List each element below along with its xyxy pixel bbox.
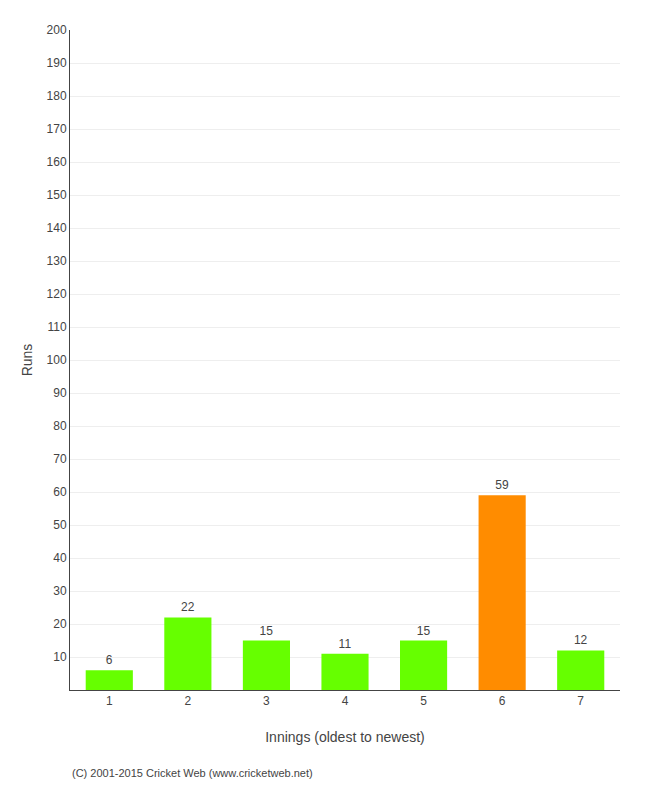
svg-text:160: 160 xyxy=(47,155,67,169)
svg-text:190: 190 xyxy=(47,56,67,70)
svg-text:170: 170 xyxy=(47,122,67,136)
svg-text:59: 59 xyxy=(495,478,509,492)
svg-text:80: 80 xyxy=(53,419,67,433)
svg-text:15: 15 xyxy=(417,624,431,638)
svg-text:6: 6 xyxy=(499,694,506,708)
svg-text:5: 5 xyxy=(420,694,427,708)
svg-text:11: 11 xyxy=(339,637,352,651)
svg-text:130: 130 xyxy=(47,254,67,268)
svg-text:100: 100 xyxy=(47,353,67,367)
svg-text:90: 90 xyxy=(53,386,67,400)
svg-text:10: 10 xyxy=(53,650,67,664)
svg-text:4: 4 xyxy=(342,694,349,708)
svg-text:60: 60 xyxy=(53,485,67,499)
svg-text:50: 50 xyxy=(53,518,67,532)
svg-text:3: 3 xyxy=(263,694,270,708)
svg-text:200: 200 xyxy=(47,23,67,37)
svg-text:6: 6 xyxy=(106,653,113,667)
svg-text:1: 1 xyxy=(106,694,113,708)
svg-text:180: 180 xyxy=(47,89,67,103)
svg-text:2: 2 xyxy=(185,694,192,708)
svg-text:40: 40 xyxy=(53,551,67,565)
svg-text:70: 70 xyxy=(53,452,67,466)
svg-text:12: 12 xyxy=(574,633,588,647)
svg-text:Runs: Runs xyxy=(19,344,35,377)
svg-text:Innings (oldest to newest): Innings (oldest to newest) xyxy=(265,729,425,745)
svg-text:15: 15 xyxy=(260,624,274,638)
svg-text:7: 7 xyxy=(577,694,584,708)
svg-text:(C) 2001-2015 Cricket Web (www: (C) 2001-2015 Cricket Web (www.cricketwe… xyxy=(72,767,313,779)
svg-text:30: 30 xyxy=(53,584,67,598)
svg-text:120: 120 xyxy=(47,287,67,301)
svg-text:22: 22 xyxy=(181,600,195,614)
svg-text:20: 20 xyxy=(53,617,67,631)
svg-text:110: 110 xyxy=(47,320,66,334)
svg-text:140: 140 xyxy=(47,221,67,235)
svg-text:150: 150 xyxy=(47,188,67,202)
